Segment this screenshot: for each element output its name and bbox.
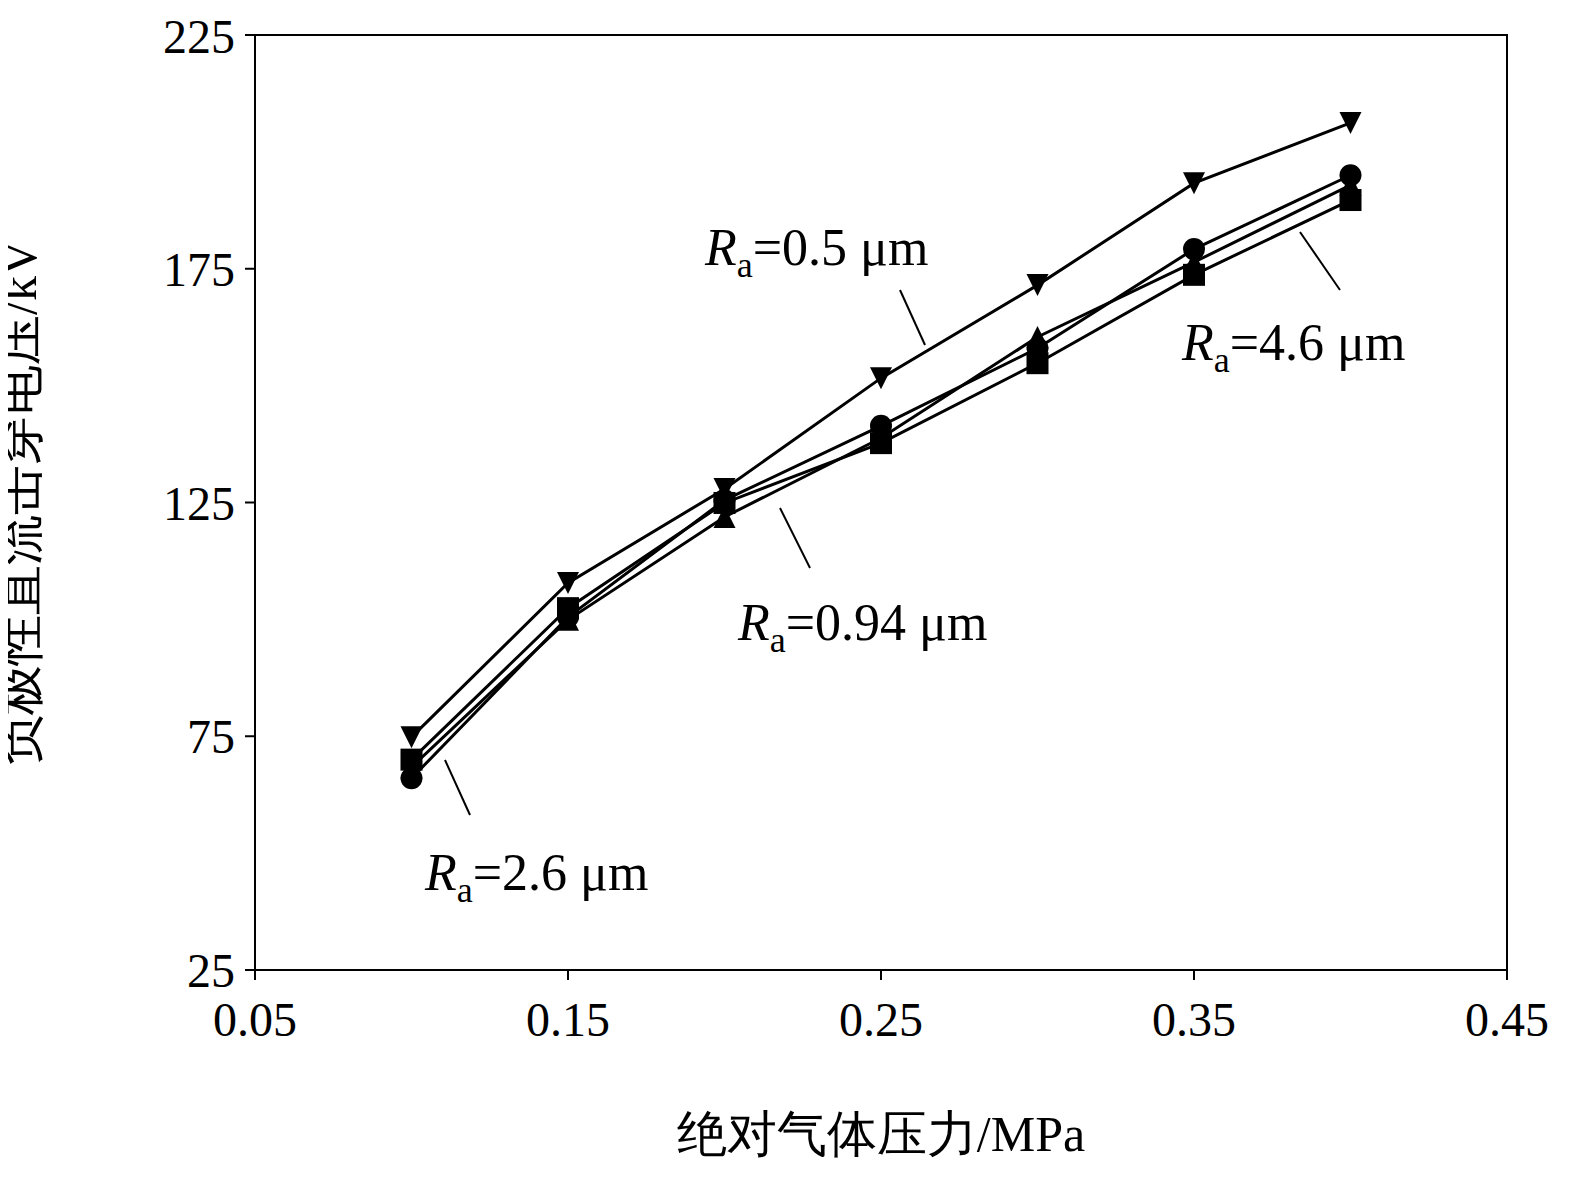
svg-text:125: 125 [163, 477, 235, 530]
svg-text:225: 225 [163, 10, 235, 63]
svg-text:0.15: 0.15 [526, 993, 610, 1046]
svg-text:0.35: 0.35 [1152, 993, 1236, 1046]
svg-text:Ra=4.6 μm: Ra=4.6 μm [1181, 314, 1405, 380]
svg-text:175: 175 [163, 243, 235, 296]
svg-text:0.45: 0.45 [1465, 993, 1549, 1046]
svg-text:Ra=0.94 μm: Ra=0.94 μm [737, 594, 987, 660]
svg-text:25: 25 [187, 944, 235, 997]
svg-text:绝对气体压力/MPa: 绝对气体压力/MPa [677, 1106, 1085, 1162]
svg-text:Ra=0.5 μm: Ra=0.5 μm [704, 219, 928, 285]
svg-text:0.05: 0.05 [213, 993, 297, 1046]
svg-text:75: 75 [187, 710, 235, 763]
svg-text:0.25: 0.25 [839, 993, 923, 1046]
svg-text:Ra=2.6 μm: Ra=2.6 μm [424, 844, 648, 910]
svg-text:负极性直流击穿电压/kV: 负极性直流击穿电压/kV [8, 240, 47, 765]
